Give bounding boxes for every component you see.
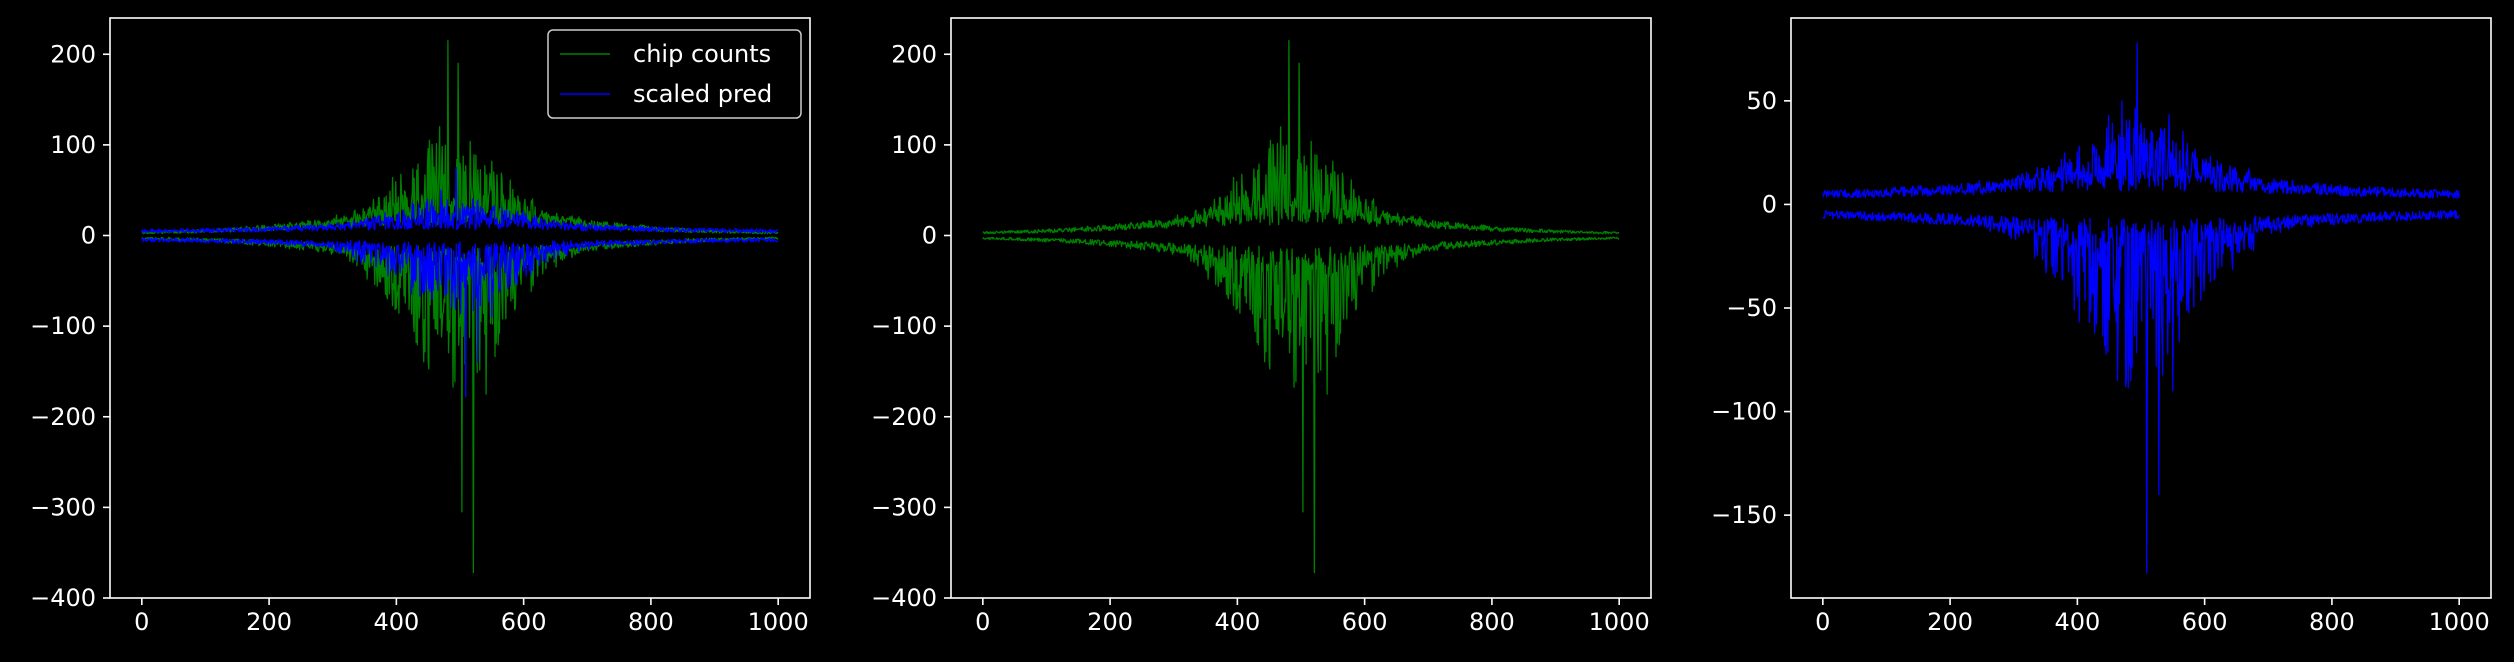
- y-tick-label: −200: [871, 403, 937, 431]
- x-tick-label: 200: [246, 608, 292, 636]
- x-tick-label: 800: [1469, 608, 1515, 636]
- chart-right: 0 200 400 600 800 1000 50 0 −50 −100 −150: [1711, 17, 2492, 636]
- plot-area: [982, 40, 1620, 574]
- y-tick-label: −200: [30, 403, 96, 431]
- y-tick-label: −400: [871, 584, 937, 612]
- y-tick-label: 50: [1746, 87, 1777, 115]
- x-tick-label: 1000: [1589, 608, 1650, 636]
- axes-frame: [950, 17, 1652, 599]
- plot-area: [141, 40, 779, 574]
- legend-label-scaled-pred: scaled pred: [633, 80, 772, 108]
- x-tick-label: 400: [1214, 608, 1260, 636]
- y-tick-label: 200: [50, 40, 96, 68]
- y-tick-label: −400: [30, 584, 96, 612]
- legend-box: [547, 29, 802, 119]
- x-tick-label: 200: [1927, 608, 1973, 636]
- y-tick-label: −50: [1726, 294, 1777, 322]
- y-tick-label: 0: [81, 222, 96, 250]
- x-tick-label: 0: [1815, 608, 1830, 636]
- x-tick-label: 600: [1342, 608, 1388, 636]
- y-tick-label: −100: [30, 312, 96, 340]
- y-tick-label: −100: [871, 312, 937, 340]
- legend-label-chip-counts: chip counts: [633, 40, 771, 68]
- y-tick-label: −300: [871, 493, 937, 521]
- y-tick-label: −150: [1711, 501, 1777, 529]
- y-tick-label: 0: [922, 222, 937, 250]
- series-line-chip-counts-upper: [982, 40, 1620, 235]
- series-line-scaled-pred-upper: [141, 166, 779, 234]
- y-tick-label: 200: [891, 40, 937, 68]
- x-tick-label: 400: [2054, 608, 2100, 636]
- series-line-scaled-pred-lower: [1822, 209, 2460, 574]
- axes-frame: [109, 17, 811, 599]
- x-tick-label: 600: [501, 608, 547, 636]
- plot-area: [1822, 42, 2460, 574]
- y-tick-label: 100: [50, 131, 96, 159]
- series-line-chip-counts-lower: [982, 236, 1620, 574]
- x-tick-label: 0: [975, 608, 990, 636]
- x-tick-label: 0: [134, 608, 149, 636]
- chart-left: 0 200 400 600 800 10002001000−100−200−300−400…: [30, 17, 811, 636]
- y-tick-label: 0: [1762, 190, 1777, 218]
- y-tick-label: −100: [1711, 398, 1777, 426]
- series-line-scaled-pred-lower: [141, 237, 779, 398]
- x-tick-label: 800: [2309, 608, 2355, 636]
- x-tick-label: 800: [628, 608, 674, 636]
- x-tick-label: 1000: [2429, 608, 2490, 636]
- legend: chip counts scaled pred: [547, 29, 802, 119]
- x-tick-label: 200: [1087, 608, 1133, 636]
- series-line-scaled-pred-upper: [1822, 42, 2460, 199]
- x-tick-label: 600: [2182, 608, 2228, 636]
- y-tick-label: −300: [30, 493, 96, 521]
- y-tick-label: 100: [891, 131, 937, 159]
- x-tick-label: 400: [373, 608, 419, 636]
- x-tick-label: 1000: [748, 608, 809, 636]
